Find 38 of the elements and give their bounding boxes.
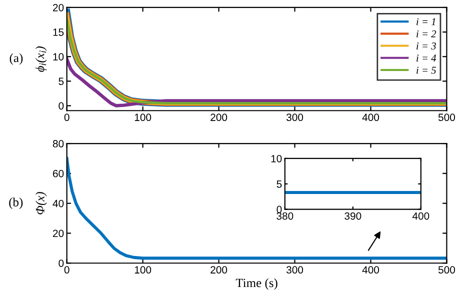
legend-label: i = 4	[416, 54, 436, 62]
x-axis-title: Time (s)	[236, 278, 278, 290]
y-tick-label: 5	[276, 180, 282, 188]
y-axis-title: Φ(x)	[36, 192, 47, 214]
y-tick-label: 80	[52, 140, 64, 148]
legend-label: i = 1	[416, 18, 436, 26]
x-tick-label: 400	[362, 114, 380, 122]
y-tick-label: 60	[53, 170, 64, 178]
legend-label: i = 2	[416, 30, 436, 38]
x-tick-label: 200	[210, 114, 228, 122]
x-tick-label: 100	[134, 266, 152, 274]
x-tick-label: 300	[286, 266, 304, 274]
y-tick-label: 0	[58, 102, 64, 110]
x-tick-label: 500	[438, 266, 455, 274]
x-tick-label: 0	[64, 114, 70, 122]
y-tick-label: 0	[58, 260, 64, 267]
legend-label: i = 5	[416, 66, 436, 74]
x-tick-label: 500	[438, 114, 455, 122]
legend-label: i = 3	[416, 42, 436, 50]
y-tick-label: 20	[53, 4, 64, 12]
y-axis-title: ϕ$_{i}$(x$_{i}$)	[35, 46, 47, 72]
y-tick-label: 15	[53, 28, 64, 36]
y-tick-label: 40	[52, 200, 64, 208]
line-series	[66, 156, 447, 260]
x-tick-label: 400	[362, 266, 380, 274]
x-tick-label: 100	[134, 114, 152, 122]
y-tick-label: 5	[58, 78, 64, 86]
x-tick-label: 390	[344, 212, 362, 220]
text: (b)	[9, 198, 23, 209]
y-tick-label: 10	[271, 154, 282, 162]
x-tick-label: 0	[64, 266, 70, 274]
text: (a)	[10, 53, 23, 65]
x-tick-label: 400	[412, 212, 430, 220]
y-tick-label: 20	[53, 230, 64, 238]
y-tick-label: 10	[53, 53, 64, 60]
x-tick-label: 200	[210, 266, 228, 274]
x-tick-label: 300	[286, 114, 304, 122]
x-tick-label: 380	[276, 212, 294, 220]
